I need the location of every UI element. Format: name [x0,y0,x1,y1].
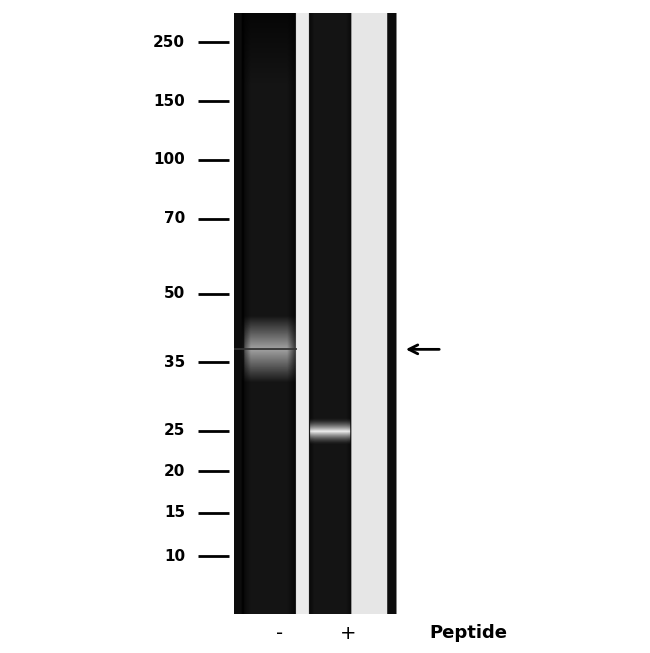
Text: +: + [339,624,356,643]
Text: 50: 50 [164,287,185,301]
Text: 70: 70 [164,212,185,226]
Text: 35: 35 [164,355,185,370]
Text: 15: 15 [164,505,185,520]
Text: Peptide: Peptide [429,624,507,643]
Text: -: - [276,624,283,643]
Text: 150: 150 [153,94,185,108]
Text: 20: 20 [164,464,185,479]
Text: 250: 250 [153,35,185,50]
Text: 10: 10 [164,549,185,564]
Text: 100: 100 [153,153,185,167]
Text: 25: 25 [164,424,185,438]
